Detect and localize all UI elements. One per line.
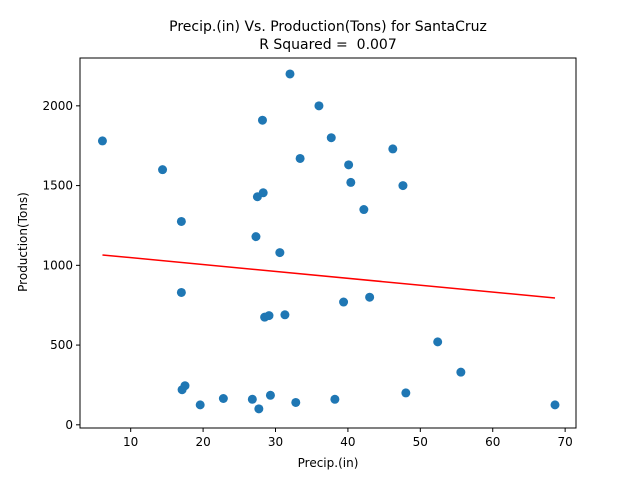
y-axis-label: Production(Tons) [16, 192, 30, 292]
plot-area: 10 20 30 40 50 60 70 0 500 1000 1500 2000 [42, 57, 577, 449]
y-tick-label: 500 [50, 338, 73, 352]
data-point [195, 400, 205, 410]
regression-layer [102, 254, 556, 299]
data-point [264, 311, 274, 321]
x-tick-label: 60 [485, 435, 500, 449]
data-point [344, 160, 354, 170]
data-point [254, 404, 264, 414]
y-tick-label: 1500 [42, 179, 73, 193]
chart-subtitle: R Squared = 0.007 [259, 37, 397, 53]
data-point [550, 400, 560, 410]
data-point [97, 136, 107, 146]
data-point [326, 133, 336, 143]
data-point [218, 393, 228, 403]
y-tick-label: 2000 [42, 99, 73, 113]
data-point [158, 165, 168, 175]
data-point [285, 69, 295, 79]
points-layer [97, 69, 560, 414]
data-point [314, 101, 324, 111]
data-point [330, 394, 340, 404]
chart-title: Precip.(in) Vs. Production(Tons) for San… [169, 19, 487, 35]
data-point [251, 232, 261, 242]
data-point [346, 177, 356, 187]
y-tick-label: 1000 [42, 258, 73, 272]
data-point [180, 381, 190, 391]
data-point [291, 397, 301, 407]
data-point [401, 388, 411, 398]
y-tick-label: 0 [65, 418, 73, 432]
data-point [388, 144, 398, 154]
data-point [265, 390, 275, 400]
data-point [275, 248, 285, 258]
data-point [176, 287, 186, 297]
data-point [176, 216, 186, 226]
data-point [365, 292, 375, 302]
data-point [398, 181, 408, 191]
data-point [339, 297, 349, 307]
data-point [247, 394, 257, 404]
data-point [280, 310, 290, 320]
data-point [295, 153, 305, 163]
data-point [359, 205, 369, 215]
data-point [257, 115, 267, 125]
x-axis-label: Precip.(in) [298, 456, 359, 470]
data-point [258, 188, 268, 198]
x-tick-label: 30 [268, 435, 283, 449]
x-tick-label: 70 [557, 435, 572, 449]
data-point [433, 337, 443, 347]
x-tick-label: 40 [340, 435, 355, 449]
x-tick-label: 20 [195, 435, 210, 449]
data-point [456, 367, 466, 377]
regression-line [102, 254, 556, 299]
axis-ticks: 10 20 30 40 50 60 70 0 500 1000 1500 2000 [42, 99, 572, 449]
x-tick-label: 50 [413, 435, 428, 449]
x-tick-label: 10 [123, 435, 138, 449]
plot-frame [79, 57, 577, 429]
